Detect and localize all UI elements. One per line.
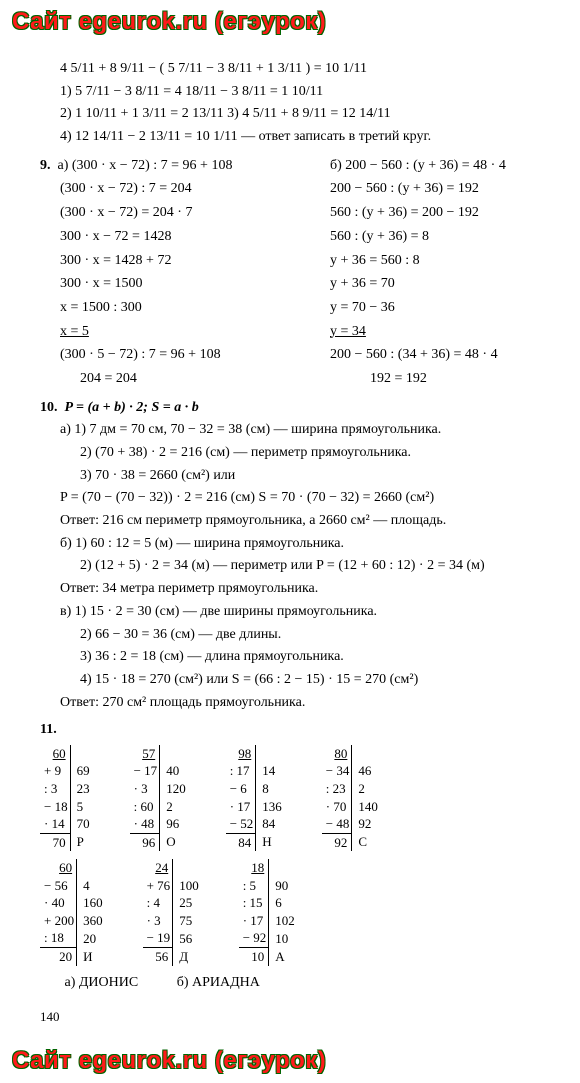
p9a-6: x = 1500 : 300 (40, 297, 290, 319)
p9b-7: y = 34 (330, 321, 506, 343)
p10-label: 10. (40, 400, 58, 415)
p9-label: 9. (40, 158, 51, 173)
p11-ans-a: а) ДИОНИС (65, 975, 139, 990)
p9a-2: (300 · x − 72) = 204 · 7 (40, 202, 290, 224)
arith-stack: 24+ 76100: 425· 375− 195656Д (143, 859, 203, 965)
p10b-2: 2) (12 + 5) · 2 = 34 (м) — периметр или … (40, 555, 556, 577)
p9b-1: 200 − 560 : (y + 36) = 192 (330, 178, 506, 200)
p10a-4: P = (70 − (70 − 32)) · 2 = 216 (см) S = … (40, 487, 556, 509)
p11-ans-b: б) АРИАДНА (177, 975, 260, 990)
p9b-4: y + 36 = 560 : 8 (330, 250, 506, 272)
arith-stack: 80− 3446: 232· 70140− 489292С (322, 745, 382, 851)
p9a-7: x = 5 (40, 321, 290, 343)
p9-a-head: а) (300 · x − 72) : 7 = 96 + 108 (58, 158, 233, 173)
expr-sub-2: 2) 1 10/11 + 1 3/11 = 2 13/11 3) 4 5/11 … (40, 103, 556, 125)
page-number: 140 (40, 1007, 556, 1027)
p11-stacks-top: 60+ 969: 323− 185· 147070Р 57− 1740· 3120… (40, 745, 556, 851)
page-content: 4 5/11 + 8 9/11 − ( 5 7/11 − 3 8/11 + 1 … (0, 44, 580, 1039)
p9a-1: (300 · x − 72) : 7 = 204 (40, 178, 290, 200)
p9b-3: 560 : (y + 36) = 8 (330, 226, 506, 248)
expr-main: 4 5/11 + 8 9/11 − ( 5 7/11 − 3 8/11 + 1 … (40, 58, 556, 80)
expr-sub-1: 1) 5 7/11 − 3 8/11 = 4 18/11 − 3 8/11 = … (40, 81, 556, 103)
p9-b-head: б) 200 − 560 : (y + 36) = 48 · 4 (330, 155, 506, 177)
p9b-5: y + 36 = 70 (330, 273, 506, 295)
problem-11: 11. 60+ 969: 323− 185· 147070Р 57− 1740· … (40, 719, 556, 993)
arith-stack: 60− 564· 40160+ 200360: 182020И (40, 859, 107, 965)
p10v-3: 3) 36 : 2 = 18 (см) — длина прямоугольни… (40, 646, 556, 668)
arith-stack: 18: 590: 156· 17102− 921010А (239, 859, 299, 965)
p10v-5: Ответ: 270 см² площадь прямоугольника. (40, 692, 556, 714)
p11-label: 11. (40, 722, 57, 737)
p9a-4: 300 · x = 1428 + 72 (40, 250, 290, 272)
p9a-8: (300 · 5 − 72) : 7 = 96 + 108 (40, 344, 290, 366)
p9a-9: 204 = 204 (40, 368, 290, 390)
p10b-3: Ответ: 34 метра периметр прямоугольника. (40, 578, 556, 600)
problem-9: 9. а) (300 · x − 72) : 7 = 96 + 108 (300… (40, 154, 556, 391)
arith-stack: 60+ 969: 323− 185· 147070Р (40, 745, 94, 851)
p10v-4: 4) 15 · 18 = 270 (см²) или S = (66 : 2 −… (40, 669, 556, 691)
p10a-5: Ответ: 216 см периметр прямоугольника, а… (40, 510, 556, 532)
p10a-3: 3) 70 · 38 = 2660 (см²) или (40, 465, 556, 487)
p10a-1: а) 1) 7 дм = 70 см, 70 − 32 = 38 (см) — … (40, 419, 556, 441)
p9b-8: 200 − 560 : (34 + 36) = 48 · 4 (330, 344, 506, 366)
p9b-6: y = 70 − 36 (330, 297, 506, 319)
p10-lead: P = (a + b) · 2; S = a · b (65, 400, 199, 415)
watermark-bottom: Сайт egeurok.ru (егэурок) (0, 1039, 580, 1083)
p9a-3: 300 · x − 72 = 1428 (40, 226, 290, 248)
p9b-2: 560 : (y + 36) = 200 − 192 (330, 202, 506, 224)
p10v-2: 2) 66 − 30 = 36 (см) — две длины. (40, 624, 556, 646)
watermark-top: Сайт egeurok.ru (егэурок) (0, 0, 580, 44)
expr-sub-3: 4) 12 14/11 − 2 13/11 = 10 1/11 — ответ … (40, 126, 556, 148)
p9a-5: 300 · x = 1500 (40, 273, 290, 295)
arith-stack: 57− 1740· 3120: 602· 489696О (130, 745, 190, 851)
p11-stacks-bottom: 60− 564· 40160+ 200360: 182020И 24+ 76100… (40, 859, 556, 965)
p10v-1: в) 1) 15 · 2 = 30 (см) — две ширины прям… (40, 601, 556, 623)
problem-10: 10. P = (a + b) · 2; S = a · b а) 1) 7 д… (40, 397, 556, 714)
p9b-9: 192 = 192 (330, 368, 506, 390)
p10b-1: б) 1) 60 : 12 = 5 (м) — ширина прямоугол… (40, 533, 556, 555)
arith-stack: 98: 1714− 68· 17136− 528484Н (226, 745, 286, 851)
top-expression: 4 5/11 + 8 9/11 − ( 5 7/11 − 3 8/11 + 1 … (40, 58, 556, 148)
p10a-2: 2) (70 + 38) · 2 = 216 (см) — периметр п… (40, 442, 556, 464)
